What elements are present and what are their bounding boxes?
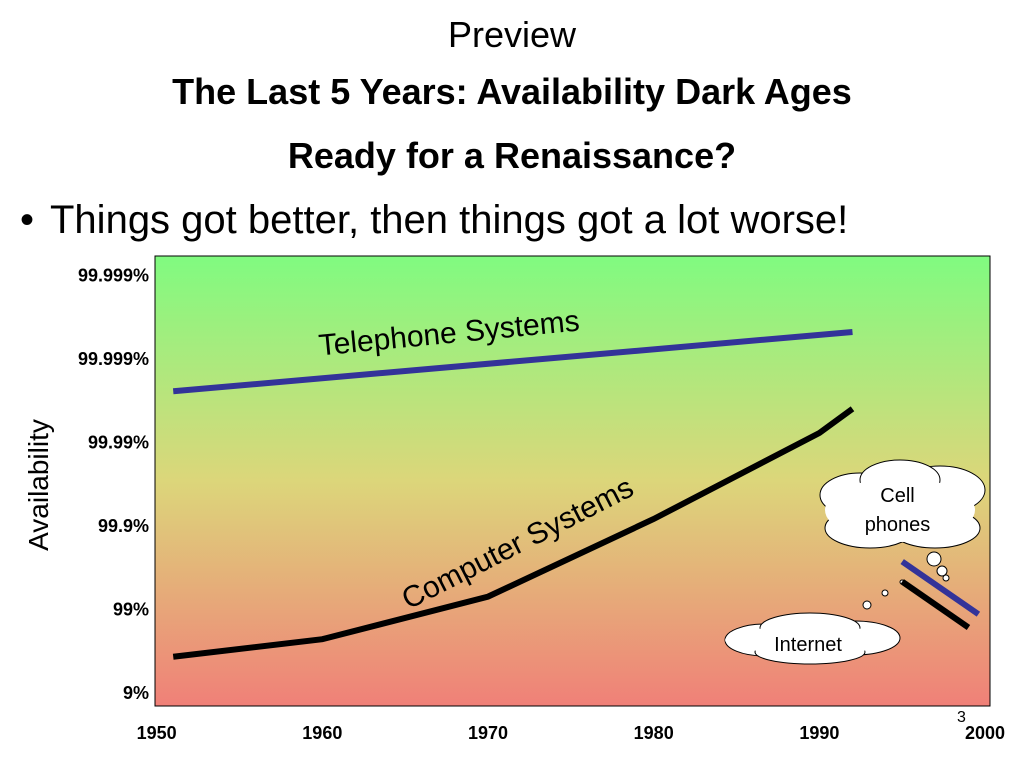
series-line (900, 559, 981, 617)
series-label: Cell phones (864, 485, 931, 536)
bullet: Things got better, then things got a lot… (50, 198, 848, 242)
y-tick-label: 99.999% (78, 349, 149, 369)
x-tick-label: 1970 (468, 723, 508, 743)
subtitle: Ready for a Renaissance? (288, 135, 736, 176)
series-label-box: Cell phones (864, 485, 931, 536)
series-line (172, 406, 855, 660)
y-tick-label: 99% (113, 599, 149, 619)
series-line (172, 328, 853, 395)
y-tick-label: 99.99% (88, 432, 149, 452)
y-axis-label: Availability (23, 419, 54, 551)
series-line (900, 579, 971, 630)
x-tick-label: 1990 (799, 723, 839, 743)
x-tick-label: 1950 (137, 723, 177, 743)
page-number: 3 (957, 709, 966, 726)
y-tick-label: 99.9% (98, 516, 149, 536)
x-tick-label: 1980 (634, 723, 674, 743)
y-tick-label: 99.999% (78, 265, 149, 285)
series-label: Internet (774, 634, 842, 656)
y-tick-label: 9% (123, 683, 149, 703)
internet-cloud (724, 579, 905, 665)
x-tick-label: 1960 (302, 723, 342, 743)
bullet-dot: • (20, 198, 34, 242)
x-tick-label: 2000 (965, 723, 1005, 743)
title: The Last 5 Years: Availability Dark Ages (172, 71, 852, 112)
kicker: Preview (448, 14, 577, 55)
cell-cloud (819, 459, 986, 582)
